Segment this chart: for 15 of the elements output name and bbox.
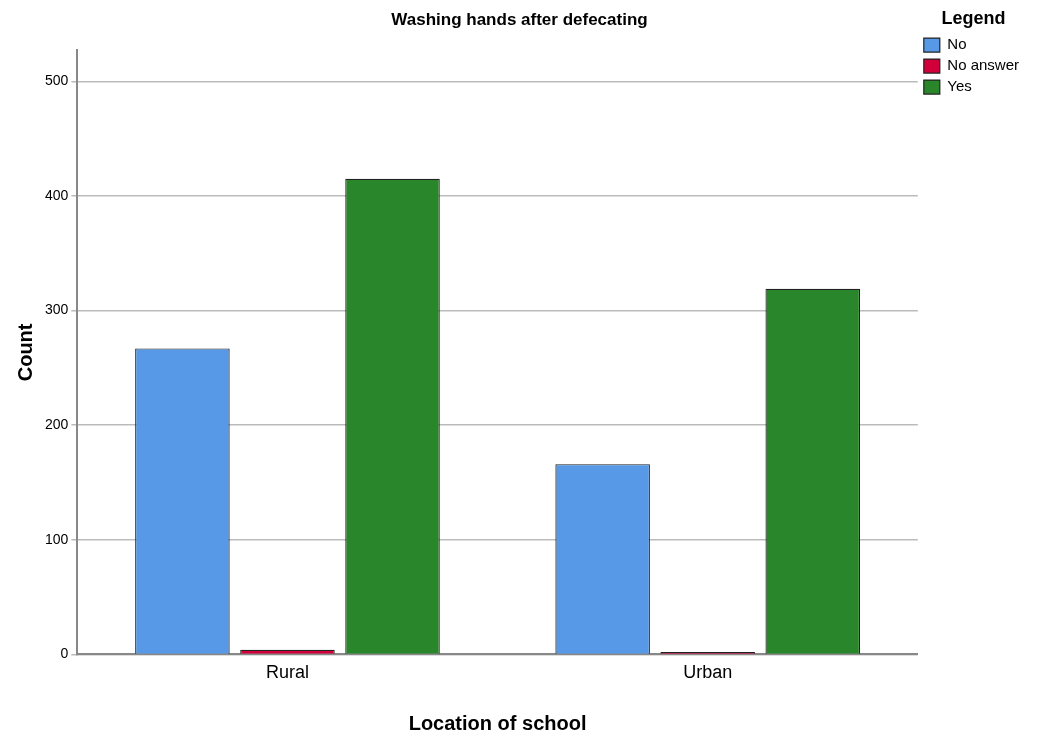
y-tick-label: 200 — [45, 416, 69, 433]
y-axis-title: Count — [13, 323, 36, 382]
y-tick-label: 500 — [45, 72, 69, 89]
y-tick-label: 100 — [45, 530, 69, 547]
x-tick-label: Rural — [265, 662, 309, 683]
y-tick-label: 0 — [60, 645, 69, 662]
y-tick-label: 300 — [45, 301, 69, 318]
legend-title: Legend — [941, 7, 1006, 28]
legend-label: No — [947, 35, 967, 53]
legend-label: Yes — [947, 77, 972, 95]
x-axis-title: Location of school — [408, 711, 587, 734]
legend-label: No answer — [947, 56, 1020, 74]
x-tick-label: Urban — [683, 662, 733, 683]
chart-title: Washing hands after defecating — [391, 9, 648, 29]
y-tick-label: 400 — [45, 186, 69, 203]
